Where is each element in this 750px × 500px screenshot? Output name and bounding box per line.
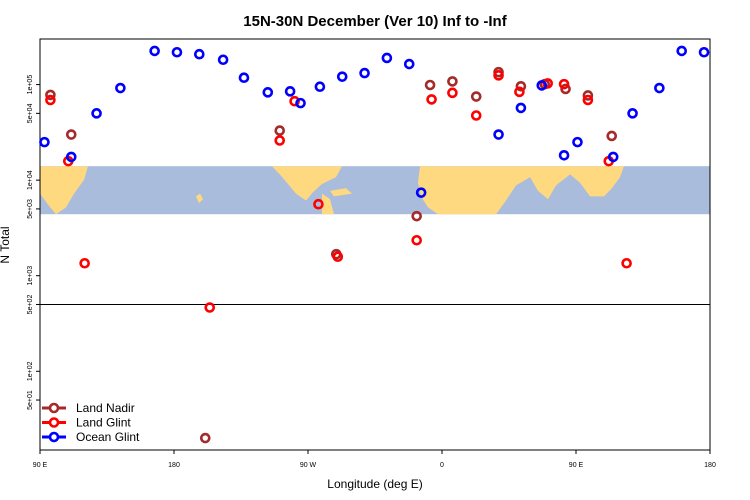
ocean-glint-point [572, 136, 583, 148]
y-tick-label: 1e+03 [27, 266, 34, 286]
ocean-glint-point [558, 149, 570, 161]
land-glint-point [79, 257, 90, 269]
y-tick-label: 5e+02 [27, 295, 34, 315]
x-axis-label: Longitude (deg E) [327, 477, 422, 491]
y-axis: 5e+01 1e+02 5e+02 1e+03 5e+03 1e+04 5e+04 1e+05 [27, 75, 40, 410]
ocean-glint-point [295, 97, 306, 109]
y-tick-label: 5e+01 [27, 390, 34, 410]
ocean-glint-point [115, 82, 126, 94]
world-map-strip [40, 166, 710, 215]
land-glint-point [289, 95, 300, 107]
land-nadir-legend-label: Land Nadir [76, 401, 135, 415]
ocean-glint-point [381, 52, 393, 64]
ocean-glint-point [238, 72, 250, 84]
ocean-glint-legend-marker [48, 431, 60, 443]
y-tick-label: 1e+02 [27, 361, 34, 381]
land-glint-point [274, 135, 286, 146]
map-land-mexico [272, 166, 342, 201]
land-nadir-legend-marker [48, 402, 60, 414]
ocean-glint-point [171, 46, 183, 58]
land-nadir-point [515, 80, 527, 92]
ocean-glint-point [91, 108, 102, 119]
land-nadir-point [582, 90, 594, 101]
ocean-glint-point [515, 102, 527, 114]
ocean-glint-point [415, 187, 427, 198]
ocean-glint-point [284, 86, 296, 97]
land-glint-point [45, 94, 56, 106]
land-nadir-point [606, 130, 618, 142]
land-nadir-point [199, 432, 211, 444]
land-glint-point [204, 302, 216, 313]
ocean-glint-point [217, 54, 229, 66]
land-glint-point [514, 86, 525, 98]
land-glint-point [447, 87, 458, 99]
land-glint-legend-label: Land Glint [76, 416, 131, 430]
land-glint-legend-marker [48, 417, 60, 428]
ocean-glint-point [39, 136, 50, 148]
land-glint-point [558, 78, 570, 90]
ocean-glint-point [676, 45, 688, 57]
ocean-glint-point [403, 58, 415, 70]
map-land-hawaii [196, 193, 203, 204]
land-glint-point [426, 94, 437, 105]
land-nadir-point [447, 76, 458, 87]
ocean-glint-point [149, 45, 160, 57]
map-land-mexico-gulf-coast [322, 193, 334, 215]
ocean-glint-point [654, 82, 665, 94]
ocean-glint-point [336, 71, 348, 82]
ocean-glint-point [536, 80, 548, 91]
land-nadir-point [470, 91, 482, 102]
y-axis-label: N Total [0, 226, 12, 263]
x-tick-label: 180 [704, 462, 716, 469]
plot-frame [39, 38, 711, 451]
ocean-glint-point [607, 151, 619, 163]
ocean-glint-point [698, 46, 710, 58]
x-tick-label: 90 E [33, 462, 48, 469]
data-points [39, 45, 710, 444]
land-nadir-point [274, 125, 286, 136]
land-glint-point [621, 257, 632, 269]
ocean-glint-point [493, 129, 504, 140]
land-nadir-point [65, 129, 77, 140]
map-land-india [40, 166, 88, 215]
map-land-cuba [330, 188, 352, 197]
y-tick-label: 1e+04 [27, 170, 34, 190]
ocean-glint-point [314, 81, 326, 93]
land-nadir-point [45, 89, 56, 101]
chart-title: 15N-30N December (Ver 10) Inf to -Inf [243, 13, 507, 30]
y-tick-label: 5e+04 [27, 103, 34, 123]
x-tick-label: 180 [168, 462, 180, 469]
land-glint-point [493, 70, 504, 81]
land-nadir-point [424, 79, 436, 91]
land-glint-point [313, 198, 324, 210]
land-glint-point [411, 234, 422, 246]
land-nadir-point [560, 83, 571, 95]
land-glint-point [582, 94, 594, 106]
ocean-glint-point [262, 87, 274, 98]
ocean-glint-point [627, 108, 638, 119]
ocean-glint-point [65, 151, 77, 163]
x-tick-label: 90 E [569, 462, 584, 469]
y-tick-label: 5e+03 [27, 199, 34, 219]
x-tick-label: 0 [440, 462, 444, 469]
land-glint-point [332, 251, 344, 263]
ocean-glint-legend-label: Ocean Glint [76, 430, 140, 444]
ocean-glint-point [194, 48, 205, 60]
x-axis: 90 E 180 90 W 0 90 E 180 [33, 450, 716, 469]
land-glint-point [542, 78, 554, 89]
ocean-glint-point [359, 67, 370, 79]
map-land-africa-asia [418, 166, 624, 215]
land-glint-point [470, 110, 482, 121]
land-nadir-point [411, 210, 422, 222]
x-tick-label: 90 W [300, 462, 317, 469]
y-tick-label: 1e+05 [27, 75, 34, 95]
